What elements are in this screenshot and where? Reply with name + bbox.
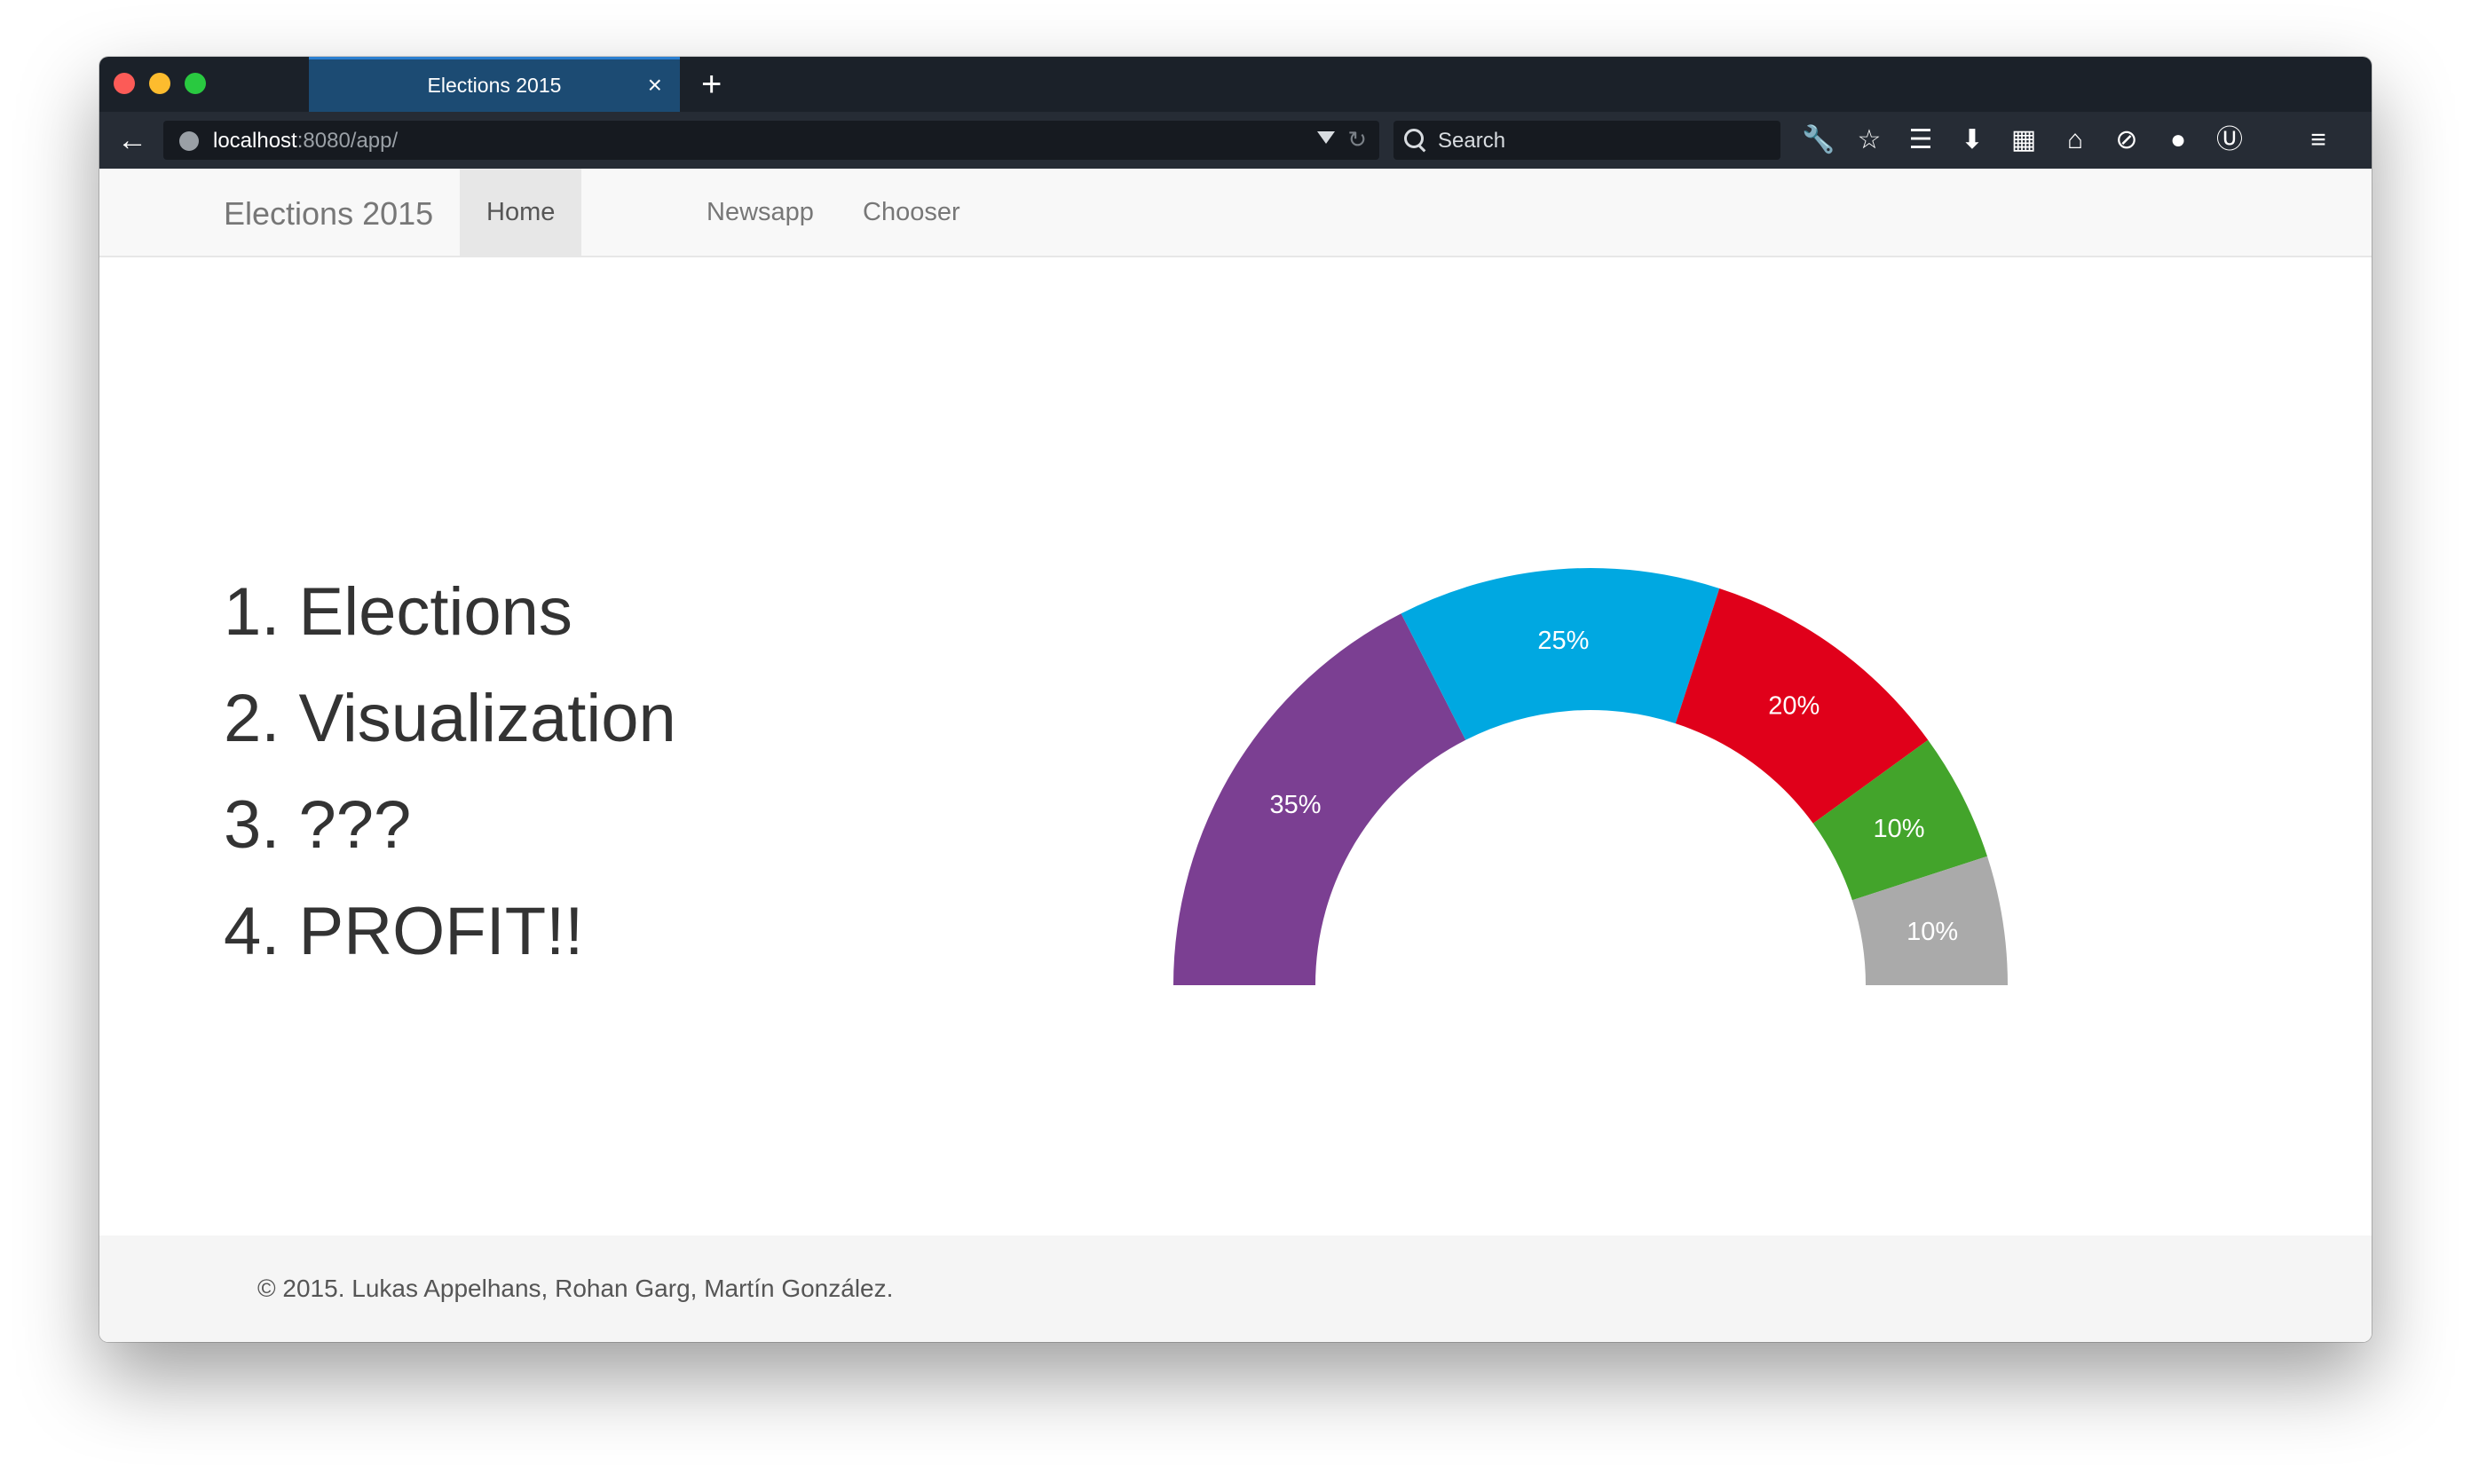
step-item: 1. Elections <box>224 574 572 650</box>
site-navbar: Elections 2015 Home Newsapp Chooser <box>99 169 2372 257</box>
steps-list: 1. Elections 2. Visualization 3. ??? 4. … <box>224 559 676 985</box>
chart-slice-label-2: 25% <box>1537 627 1589 655</box>
close-window-button[interactable] <box>114 73 135 94</box>
navigation-toolbar: ← localhost:8080/app/ ↻ Search 🔧 ☆ ☰ ⬇ ▦… <box>99 112 2372 169</box>
home-icon[interactable]: ⌂ <box>2066 125 2084 154</box>
election-half-donut-chart: 35% 25% 20% 10% 10% <box>1173 568 2008 985</box>
site-brand[interactable]: Elections 2015 <box>224 195 434 232</box>
chart-slice-label-5: 10% <box>1907 918 1958 946</box>
reading-list-icon[interactable]: ☰ <box>1908 125 1933 154</box>
search-placeholder: Search <box>1438 129 1506 153</box>
globe-icon <box>179 131 199 151</box>
search-icon <box>1404 129 1424 148</box>
wrench-icon[interactable]: 🔧 <box>1802 125 1835 154</box>
nav-home[interactable]: Home <box>460 169 582 256</box>
chat-icon[interactable]: ● <box>2169 125 2187 154</box>
url-host: localhost <box>213 129 297 153</box>
menu-icon[interactable]: ≡ <box>2310 125 2326 154</box>
footer-copyright: © 2015. Lukas Appelhans, Rohan Garg, Mar… <box>257 1275 894 1302</box>
tab-close-icon[interactable]: × <box>647 71 662 99</box>
back-arrow-icon[interactable]: ← <box>117 123 147 157</box>
reload-icon[interactable]: ↻ <box>1347 126 1367 153</box>
url-path: :8080/app/ <box>296 129 399 153</box>
tab-title: Elections 2015 <box>427 74 562 97</box>
chart-slice-2[interactable] <box>1401 568 1720 740</box>
step-item: 3. ??? <box>224 787 412 863</box>
browser-window: Elections 2015 × + ← localhost:8080/app/… <box>99 57 2372 1342</box>
ublock-icon[interactable]: Ⓤ <box>2216 125 2243 154</box>
download-icon[interactable]: ⬇ <box>1961 125 1984 154</box>
step-item: 4. PROFIT!! <box>224 894 584 969</box>
star-icon[interactable]: ☆ <box>1857 125 1882 154</box>
footer: © 2015. Lukas Appelhans, Rohan Garg, Mar… <box>99 1235 2372 1342</box>
chart-slice-4[interactable] <box>1812 739 1987 901</box>
nav-newsapp[interactable]: Newsapp <box>707 198 814 226</box>
history-dropdown-icon[interactable] <box>1317 131 1335 144</box>
search-input[interactable]: Search <box>1393 121 1780 160</box>
step-item: 2. Visualization <box>224 681 676 756</box>
chart-slice-5[interactable] <box>1851 856 2008 985</box>
minimize-window-button[interactable] <box>149 73 170 94</box>
chart-slice-label-1: 35% <box>1269 791 1321 819</box>
url-text[interactable]: localhost:8080/app/ <box>213 129 398 154</box>
chart-slice-1[interactable] <box>1173 613 1466 985</box>
chart-slice-3[interactable] <box>1675 588 1929 824</box>
web-page: Elections 2015 Home Newsapp Chooser 1. E… <box>99 169 2372 1342</box>
chart-slice-label-3: 20% <box>1768 691 1820 720</box>
url-bar[interactable]: localhost:8080/app/ ↻ <box>163 121 1379 160</box>
nav-chooser[interactable]: Chooser <box>863 198 960 226</box>
privacy-icon[interactable]: ⊘ <box>2115 125 2138 154</box>
browser-tab[interactable]: Elections 2015 × <box>309 57 680 112</box>
new-tab-button[interactable]: + <box>701 65 722 104</box>
chart-slice-label-4: 10% <box>1873 815 1924 843</box>
maximize-window-button[interactable] <box>185 73 206 94</box>
tab-bar: Elections 2015 × + <box>99 57 2372 112</box>
grid-icon[interactable]: ▦ <box>2010 125 2037 154</box>
